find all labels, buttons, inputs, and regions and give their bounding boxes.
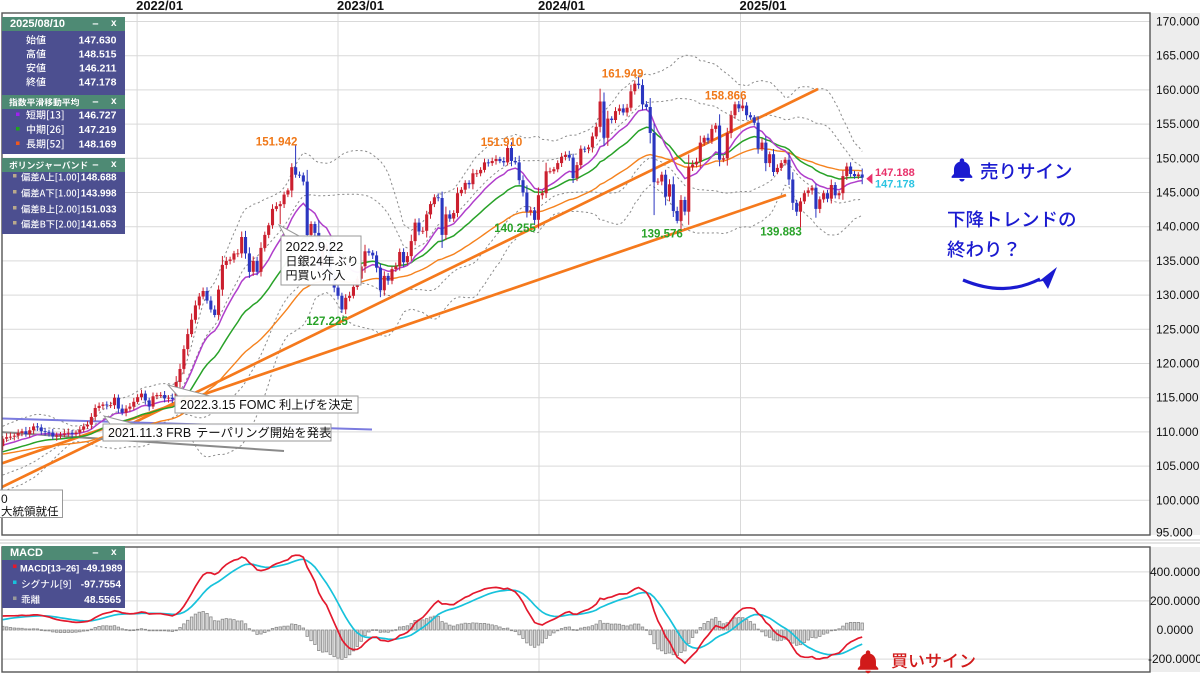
svg-text:127.225: 127.225 bbox=[306, 316, 348, 328]
svg-text:2024/01: 2024/01 bbox=[538, 0, 585, 13]
svg-text:0.0000: 0.0000 bbox=[1157, 623, 1194, 637]
svg-text:155.000: 155.000 bbox=[1156, 117, 1200, 131]
svg-text:146.727: 146.727 bbox=[79, 110, 117, 122]
svg-text:135.000: 135.000 bbox=[1156, 254, 1200, 268]
svg-text:151.942: 151.942 bbox=[256, 137, 298, 149]
svg-text:140.255: 140.255 bbox=[494, 223, 536, 235]
svg-text:200.0000: 200.0000 bbox=[1150, 594, 1200, 608]
svg-text:148.169: 148.169 bbox=[79, 139, 117, 151]
svg-text:143.998: 143.998 bbox=[81, 189, 117, 200]
svg-text:100.000: 100.000 bbox=[1156, 493, 1200, 507]
svg-text:-200.0000: -200.0000 bbox=[1148, 652, 1200, 666]
svg-text:139.883: 139.883 bbox=[760, 227, 802, 239]
svg-text:MACD[13–26]: MACD[13–26] bbox=[20, 564, 79, 574]
svg-text:105.000: 105.000 bbox=[1156, 459, 1200, 473]
svg-text:148.688: 148.688 bbox=[81, 173, 117, 184]
svg-text:2022.3.15 FOMC: 2022.3.15 FOMC bbox=[180, 398, 276, 412]
svg-text:125.000: 125.000 bbox=[1156, 322, 1200, 336]
svg-text:110.000: 110.000 bbox=[1156, 425, 1199, 439]
svg-text:2022/01: 2022/01 bbox=[136, 0, 183, 13]
svg-text:141.653: 141.653 bbox=[81, 220, 117, 231]
svg-text:2025/01: 2025/01 bbox=[740, 0, 787, 13]
svg-text:0: 0 bbox=[1, 492, 8, 506]
svg-text:150.000: 150.000 bbox=[1156, 151, 1200, 165]
svg-text:147.188: 147.188 bbox=[875, 167, 915, 179]
svg-text:130.000: 130.000 bbox=[1156, 288, 1200, 302]
svg-text:161.949: 161.949 bbox=[602, 69, 644, 81]
svg-text:2023/01: 2023/01 bbox=[337, 0, 384, 13]
svg-text:146.211: 146.211 bbox=[79, 63, 117, 75]
svg-text:147.178: 147.178 bbox=[79, 77, 117, 89]
svg-text:2021.11.3 FRB: 2021.11.3 FRB bbox=[108, 426, 191, 440]
svg-text:170.000: 170.000 bbox=[1156, 15, 1200, 29]
svg-text:147.178: 147.178 bbox=[875, 179, 915, 191]
svg-text:-49.1989: -49.1989 bbox=[83, 564, 123, 575]
svg-text:165.000: 165.000 bbox=[1156, 49, 1200, 63]
svg-text:158.866: 158.866 bbox=[705, 91, 747, 103]
svg-text:145.000: 145.000 bbox=[1156, 186, 1200, 200]
svg-text:400.0000: 400.0000 bbox=[1150, 565, 1200, 579]
svg-text:147.219: 147.219 bbox=[79, 124, 117, 136]
svg-text:48.5565: 48.5565 bbox=[84, 595, 121, 606]
svg-text:115.000: 115.000 bbox=[1156, 391, 1199, 405]
svg-text:151.910: 151.910 bbox=[481, 137, 523, 149]
svg-text:151.033: 151.033 bbox=[81, 205, 117, 216]
svg-text:95.000: 95.000 bbox=[1156, 526, 1193, 540]
svg-text:120.000: 120.000 bbox=[1156, 357, 1200, 371]
svg-text:160.000: 160.000 bbox=[1156, 83, 1200, 97]
svg-text:148.515: 148.515 bbox=[79, 49, 117, 61]
svg-text:-97.7554: -97.7554 bbox=[81, 580, 122, 591]
svg-text:140.000: 140.000 bbox=[1156, 220, 1200, 234]
svg-text:2022.9.22: 2022.9.22 bbox=[286, 239, 344, 254]
svg-text:139.576: 139.576 bbox=[641, 229, 683, 241]
svg-text:147.630: 147.630 bbox=[79, 35, 117, 47]
